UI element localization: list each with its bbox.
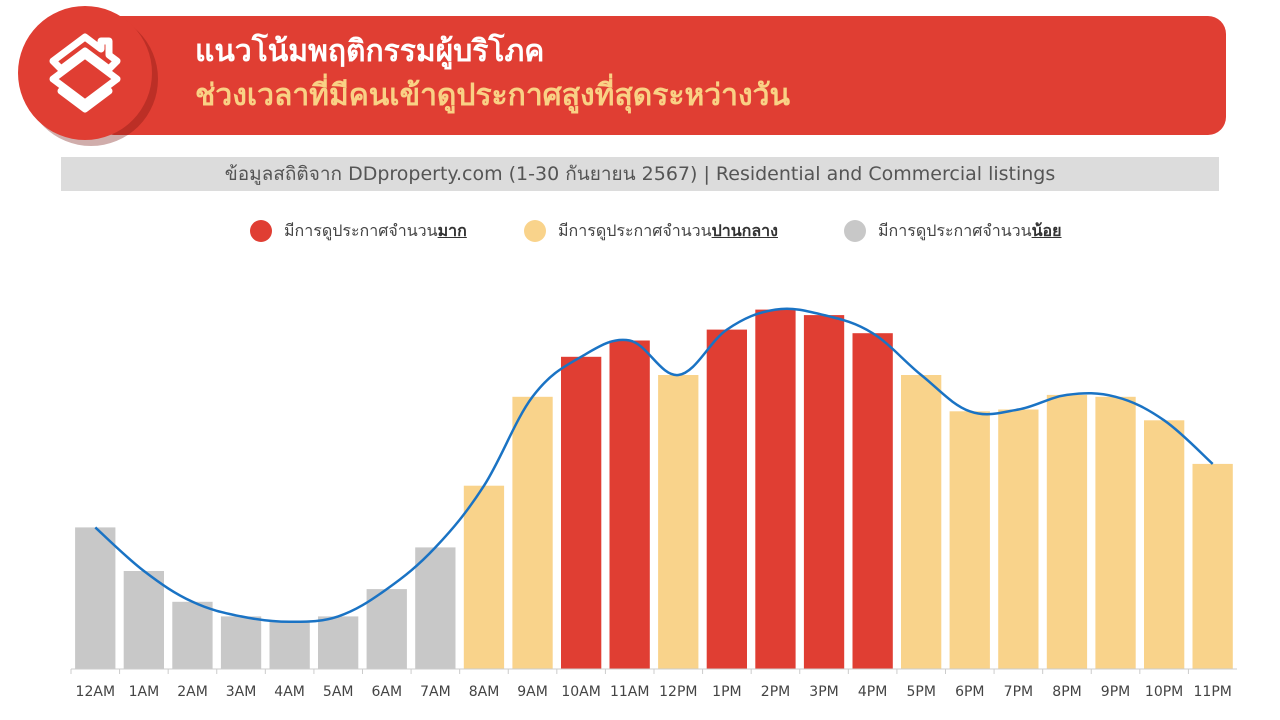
legend-label-medium: มีการดูประกาศจำนวนปานกลาง — [558, 220, 778, 240]
x-tick-label: 7PM — [1004, 684, 1033, 700]
x-tick-label: 2AM — [177, 684, 208, 700]
x-tick-label: 12PM — [659, 684, 697, 700]
bar-8am — [463, 485, 505, 669]
bar-11am — [609, 340, 650, 669]
bar-7pm — [998, 409, 1039, 669]
x-tick-label: 1PM — [712, 684, 741, 700]
legend-item-high: มีการดูประกาศจำนวนมาก — [250, 214, 467, 248]
bar-3pm — [803, 315, 845, 669]
legend-item-medium: มีการดูประกาศจำนวนปานกลาง — [524, 214, 778, 248]
bar-5am — [318, 616, 359, 669]
bar-9pm — [1095, 396, 1136, 670]
legend-item-low: มีการดูประกาศจำนวนน้อย — [844, 214, 1062, 248]
bar-1am — [123, 571, 164, 669]
bar-1pm — [706, 329, 747, 669]
x-tick-label: 1AM — [129, 684, 160, 700]
bar-4am — [269, 621, 310, 669]
legend-dot-high — [250, 220, 272, 242]
bar-12pm — [658, 375, 699, 669]
bar-10am — [561, 356, 602, 669]
legend-label-high: มีการดูประกาศจำนวนมาก — [284, 220, 467, 240]
bar-6am — [366, 589, 407, 669]
x-tick-label: 3AM — [226, 684, 257, 700]
x-tick-label: 5PM — [906, 684, 935, 700]
bar-10pm — [1144, 420, 1185, 669]
x-tick-label: 10AM — [561, 684, 600, 700]
house-stack-icon — [49, 33, 121, 113]
bar-9am — [512, 396, 553, 670]
page-title: แนวโน้มพฤติกรรมผู้บริโภค — [195, 34, 545, 69]
x-tick-label: 3PM — [809, 684, 838, 700]
legend-label-low: มีการดูประกาศจำนวนน้อย — [878, 220, 1062, 240]
x-tick-label: 6AM — [372, 684, 403, 700]
bar-6pm — [949, 411, 990, 669]
page-subtitle: ช่วงเวลาที่มีคนเข้าดูประกาศสูงที่สุดระหว… — [195, 78, 790, 113]
x-tick-label: 4PM — [858, 684, 887, 700]
bar-4pm — [852, 333, 893, 669]
bar-2am — [172, 601, 213, 669]
x-tick-label: 9AM — [517, 684, 548, 700]
x-tick-label: 6PM — [955, 684, 984, 700]
bar-3am — [220, 616, 262, 669]
x-tick-label: 11PM — [1194, 684, 1232, 700]
x-tick-label: 5AM — [323, 684, 354, 700]
x-tick-label: 7AM — [420, 684, 451, 700]
x-tick-label: 8AM — [469, 684, 500, 700]
legend-dot-low — [844, 220, 866, 242]
bar-5pm — [901, 375, 942, 669]
title-banner — [96, 16, 1226, 135]
x-tick-label: 8PM — [1052, 684, 1081, 700]
x-tick-label: 11AM — [610, 684, 649, 700]
bar-8pm — [1046, 394, 1088, 669]
x-tick-label: 4AM — [274, 684, 305, 700]
legend-dot-medium — [524, 220, 546, 242]
source-note: ข้อมูลสถิติจาก DDproperty.com (1-30 กันย… — [61, 157, 1219, 191]
bar-11pm — [1192, 463, 1233, 669]
ddproperty-logo — [18, 6, 152, 140]
x-tick-label: 2PM — [761, 684, 790, 700]
bar-2pm — [755, 309, 796, 669]
x-tick-label: 9PM — [1101, 684, 1130, 700]
x-tick-label: 10PM — [1145, 684, 1183, 700]
bar-7am — [415, 547, 456, 669]
bar-12am — [75, 527, 116, 669]
trend-line — [94, 307, 1214, 624]
x-tick-label: 12AM — [76, 684, 115, 700]
